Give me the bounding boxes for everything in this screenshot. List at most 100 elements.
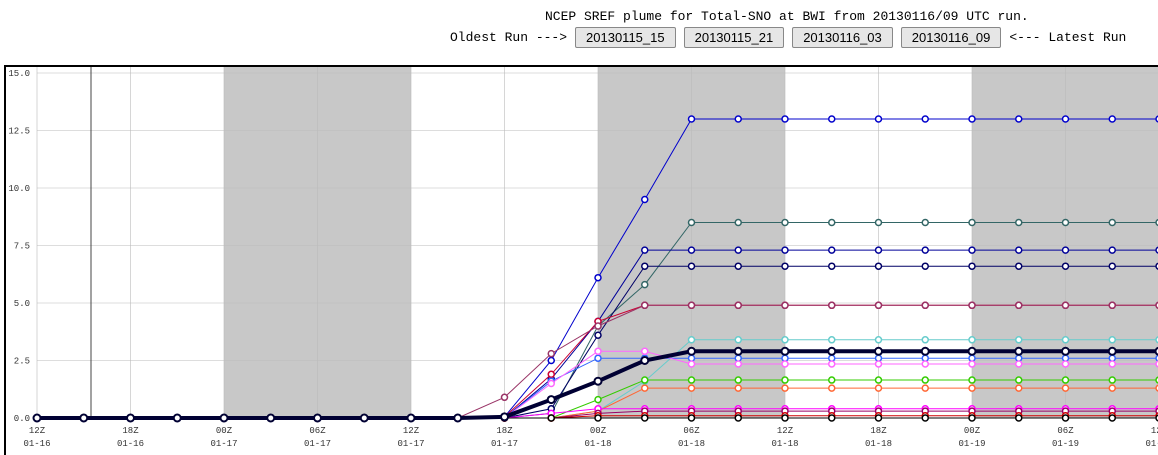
data-point	[781, 360, 789, 368]
data-point	[1061, 346, 1070, 356]
data-point	[313, 413, 322, 423]
data-point	[781, 414, 789, 422]
data-point	[920, 346, 930, 356]
data-point	[734, 262, 742, 270]
data-point	[734, 301, 742, 310]
data-point	[781, 262, 789, 270]
data-point	[781, 218, 789, 227]
data-point	[874, 336, 883, 344]
run-button[interactable]: 20130115_21	[683, 27, 785, 48]
data-point	[1154, 346, 1158, 356]
data-point	[547, 379, 555, 388]
data-point	[500, 412, 509, 422]
data-point	[874, 360, 883, 368]
data-point	[1015, 384, 1023, 392]
data-point	[874, 414, 883, 422]
data-point	[172, 413, 182, 423]
data-point	[1061, 376, 1070, 384]
data-point	[921, 336, 929, 344]
data-point	[921, 115, 929, 123]
y-tick-label: 15.0	[8, 69, 30, 79]
data-point	[594, 395, 602, 404]
x-tick-label: 00Z	[590, 426, 607, 436]
data-point	[1061, 414, 1070, 422]
data-point	[594, 347, 602, 356]
data-point	[1015, 301, 1023, 310]
x-tick-label: 01-19	[958, 439, 985, 449]
data-point	[1061, 301, 1070, 310]
data-point	[641, 384, 649, 392]
x-tick-label: 00Z	[216, 426, 233, 436]
data-point	[594, 322, 602, 330]
data-point	[734, 218, 742, 227]
data-point	[406, 413, 416, 423]
data-point	[641, 414, 649, 422]
y-tick-label: 10.0	[8, 184, 30, 194]
data-point	[1107, 346, 1117, 356]
run-button[interactable]: 20130116_09	[900, 27, 1002, 48]
data-point	[1061, 384, 1070, 392]
y-tick-label: 12.5	[8, 127, 30, 137]
x-tick-label: 06Z	[1057, 426, 1074, 436]
data-point	[921, 301, 929, 310]
data-point	[547, 414, 555, 422]
x-tick-label: 01-17	[397, 439, 424, 449]
data-point	[687, 414, 696, 422]
data-point	[1061, 218, 1070, 227]
data-point	[1015, 414, 1023, 422]
run-button[interactable]: 20130116_03	[792, 27, 893, 48]
data-point	[1108, 246, 1116, 254]
data-point	[734, 336, 742, 344]
data-point	[828, 301, 836, 310]
data-point	[219, 413, 229, 423]
x-tick-label: 01-18	[678, 439, 705, 449]
x-tick-label: 01-19	[1052, 439, 1079, 449]
data-point	[828, 384, 836, 392]
data-point	[594, 354, 602, 362]
data-point	[547, 356, 555, 365]
data-point	[781, 376, 789, 384]
chart: 0.0 2.5 5.0 7.5 10.0 12.5 15.0 12Z 01-16 18Z 01-16…	[4, 65, 1158, 455]
x-tick-label: 01-19	[1145, 439, 1158, 449]
data-point	[921, 246, 929, 254]
data-point	[921, 414, 929, 422]
data-point	[641, 246, 649, 254]
data-point	[968, 384, 976, 392]
data-point	[733, 346, 743, 356]
data-point	[968, 115, 976, 123]
data-point	[827, 346, 837, 356]
x-tick-label: 01-17	[304, 439, 331, 449]
data-point	[874, 246, 883, 254]
data-point	[641, 262, 649, 270]
data-point	[1015, 246, 1023, 254]
y-tick-label: 5.0	[14, 299, 30, 309]
data-point	[547, 370, 555, 379]
x-tick-label: 06Z	[309, 426, 326, 436]
data-point	[781, 336, 789, 344]
data-point	[687, 384, 696, 392]
data-point	[547, 349, 555, 358]
data-point	[687, 360, 696, 368]
data-point	[968, 301, 976, 310]
data-point	[1061, 262, 1070, 270]
header: NCEP SREF plume for Total-SNO at BWI fro…	[0, 0, 1158, 60]
data-point	[641, 280, 649, 289]
data-point	[1061, 115, 1070, 123]
x-tick-label: 01-17	[491, 439, 518, 449]
data-point	[968, 336, 976, 344]
x-tick-label: 18Z	[122, 426, 139, 436]
data-point	[594, 273, 602, 282]
data-point	[1108, 414, 1116, 422]
data-point	[1015, 360, 1023, 368]
run-button[interactable]: 20130115_15	[575, 27, 676, 48]
y-tick-label: 2.5	[14, 357, 30, 367]
x-tick-label: 12Z	[777, 426, 794, 436]
x-tick-label: 12Z	[1151, 426, 1158, 436]
data-point	[968, 218, 976, 227]
data-point	[874, 262, 883, 270]
data-point	[687, 218, 696, 227]
data-point	[828, 360, 836, 368]
x-tick-label: 01-17	[210, 439, 237, 449]
data-point	[968, 246, 976, 254]
data-point	[32, 413, 42, 423]
